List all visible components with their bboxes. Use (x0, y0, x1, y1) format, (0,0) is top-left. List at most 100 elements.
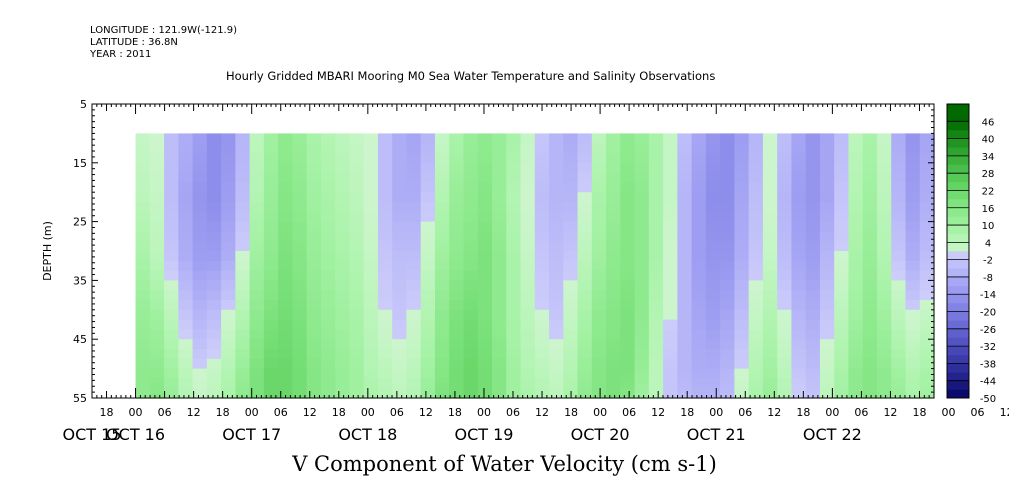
heatmap-cell (577, 349, 593, 360)
heatmap-cell (249, 339, 265, 350)
heatmap-cell (192, 162, 208, 174)
heatmap-cell (434, 393, 450, 399)
colorbar-swatch (947, 233, 969, 243)
heatmap-cell (549, 221, 564, 232)
heatmap-cell (791, 349, 807, 360)
heatmap-cell (848, 309, 864, 321)
heatmap-cell (135, 373, 151, 379)
x-tick-label: 18 (100, 406, 114, 419)
heatmap-cell (905, 231, 921, 242)
heatmap-cell (249, 231, 265, 242)
heatmap-cell (791, 221, 807, 232)
heatmap-cell (235, 153, 251, 164)
heatmap-cell (206, 202, 222, 213)
heatmap-cell (648, 290, 664, 301)
heatmap-cell (534, 373, 550, 379)
heatmap-cell (278, 143, 293, 154)
heatmap-cell (648, 241, 664, 252)
heatmap-cell (791, 133, 807, 144)
heatmap-cell (691, 309, 707, 321)
heatmap-cell (876, 153, 892, 164)
heatmap-cell (691, 373, 707, 379)
x-tick-label: 18 (680, 406, 694, 419)
heatmap-cell (648, 202, 664, 213)
heatmap-cell (905, 329, 921, 340)
heatmap-cell (492, 241, 507, 252)
heatmap-cell (221, 211, 236, 223)
heatmap-cell (206, 221, 222, 232)
heatmap-cell (235, 339, 251, 350)
heatmap-cell (434, 378, 450, 384)
colorbar-swatch (947, 190, 969, 200)
heatmap-cell (891, 162, 907, 174)
heatmap-cell (434, 162, 450, 174)
colorbar-swatch (947, 276, 969, 286)
heatmap-cell (748, 339, 764, 350)
heatmap-cell (292, 162, 308, 174)
heatmap-cell (434, 221, 450, 232)
heatmap-cell (805, 211, 821, 223)
heatmap-cell (791, 172, 807, 183)
heatmap-cell (691, 368, 707, 375)
heatmap-cell (149, 133, 165, 144)
heatmap-cell (349, 162, 365, 174)
heatmap-cell (591, 280, 607, 291)
heatmap-cell (563, 329, 579, 340)
heatmap-cell (164, 349, 179, 360)
heatmap-cell (392, 368, 408, 375)
heatmap-cell (691, 251, 707, 262)
heatmap-cell (720, 221, 735, 232)
heatmap-cell (549, 192, 564, 203)
heatmap-cell (891, 260, 907, 272)
heatmap-cell (691, 221, 707, 232)
heatmap-cell (477, 231, 493, 242)
heatmap-cell (891, 339, 907, 350)
heatmap-cell (520, 368, 536, 375)
heatmap-cell (164, 378, 179, 384)
heatmap-cell (862, 133, 878, 144)
heatmap-cell (249, 358, 265, 370)
heatmap-cell (477, 319, 493, 330)
heatmap-cell (306, 241, 322, 252)
heatmap-cell (834, 192, 850, 203)
heatmap-cell (377, 393, 393, 399)
x-tick-label: 00 (709, 406, 723, 419)
heatmap-cell (292, 280, 308, 291)
colorbar-swatch (947, 268, 969, 278)
heatmap-cell (149, 182, 165, 193)
heatmap-cell (449, 182, 465, 193)
heatmap-cell (862, 388, 878, 394)
heatmap-cell (178, 202, 194, 213)
heatmap-cell (748, 373, 764, 379)
heatmap-cell (249, 329, 265, 340)
heatmap-cell (634, 153, 650, 164)
heatmap-cell (591, 162, 607, 174)
heatmap-cell (135, 202, 151, 213)
heatmap-cell (506, 162, 522, 174)
heatmap-cell (691, 211, 707, 223)
heatmap-cell (178, 280, 194, 291)
heatmap-cell (335, 393, 351, 399)
heatmap-cell (848, 260, 864, 272)
heatmap-cell (891, 388, 907, 394)
heatmap-cell (434, 300, 450, 311)
heatmap-cell (905, 319, 921, 330)
heatmap-cell (292, 211, 308, 223)
heatmap-cell (320, 339, 336, 350)
heatmap-cell (278, 378, 293, 384)
heatmap-cell (149, 388, 165, 394)
heatmap-cell (549, 309, 564, 321)
colorbar-swatch (947, 129, 969, 139)
heatmap-cell (164, 153, 179, 164)
heatmap-cell (492, 290, 507, 301)
heatmap-cell (178, 221, 194, 232)
heatmap-cell (634, 192, 650, 203)
heatmap-cell (335, 383, 351, 389)
heatmap-cell (563, 231, 579, 242)
heatmap-cell (862, 309, 878, 321)
heatmap-cell (876, 192, 892, 203)
heatmap-cell (876, 319, 892, 330)
heatmap-cell (206, 309, 222, 321)
heatmap-cell (905, 300, 921, 311)
heatmap-cell (805, 358, 821, 370)
